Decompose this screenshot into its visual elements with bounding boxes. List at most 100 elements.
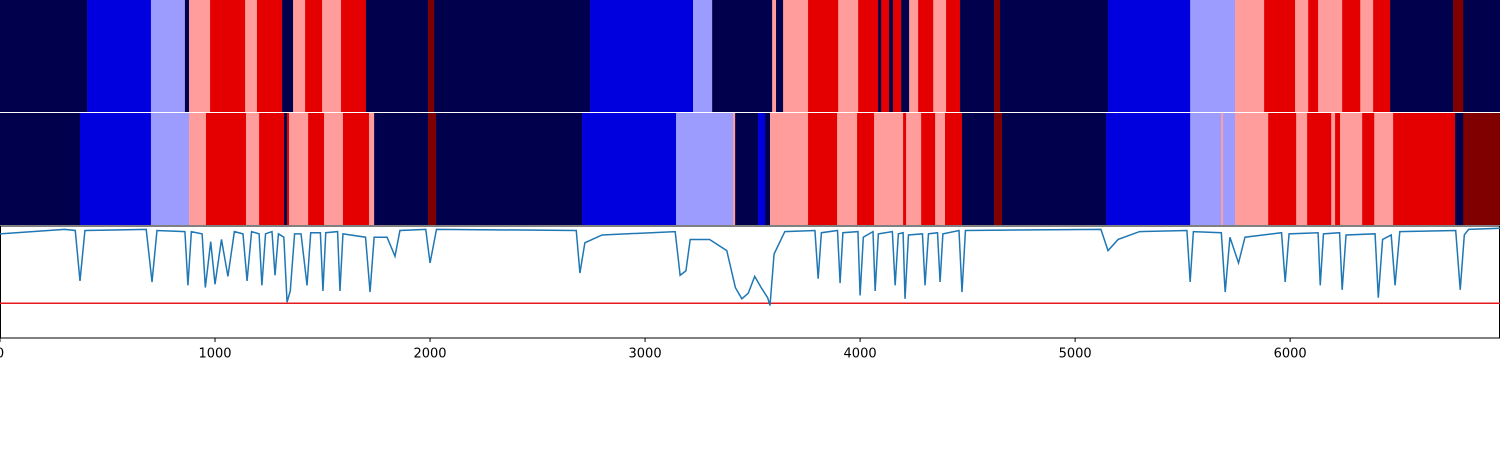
segment: [1221, 113, 1224, 225]
segment: [837, 113, 858, 225]
segment: [436, 113, 583, 225]
segment: [150, 0, 186, 112]
segment: [857, 113, 875, 225]
segment: [1373, 0, 1391, 112]
segment: [994, 0, 1001, 112]
segment: [921, 113, 936, 225]
segment: [772, 0, 777, 112]
segment: [933, 0, 947, 112]
segment: [1296, 113, 1308, 225]
segment: [765, 113, 771, 225]
segment: [245, 113, 260, 225]
segment: [293, 0, 306, 112]
segment: [1340, 113, 1363, 225]
segment: [341, 0, 367, 112]
segment: [374, 113, 429, 225]
segment: [1223, 113, 1236, 225]
segment: [946, 0, 961, 112]
x-tick-label: 4000: [844, 347, 877, 362]
segment: [881, 0, 890, 112]
plot-frame: [0, 225, 1500, 339]
segment: [1268, 113, 1297, 225]
segment: [284, 113, 288, 225]
segment: [676, 113, 734, 225]
segment: [288, 113, 309, 225]
segment: [79, 113, 152, 225]
segment: [838, 0, 859, 112]
segment: [1463, 113, 1500, 225]
segment: [769, 113, 809, 225]
segment: [368, 113, 375, 225]
segment: [906, 113, 922, 225]
segment: [365, 0, 429, 112]
segment: [1235, 0, 1265, 112]
segment: [1342, 0, 1361, 112]
segment: [733, 113, 736, 225]
segment: [1264, 0, 1296, 112]
segment: [582, 113, 677, 225]
segment: [901, 0, 910, 112]
segment: [783, 0, 809, 112]
segment: [1360, 0, 1374, 112]
segment: [735, 113, 759, 225]
segment: [189, 113, 207, 225]
segment: [308, 113, 325, 225]
segment: [757, 113, 766, 225]
segment: [1335, 113, 1341, 225]
segment: [205, 113, 247, 225]
segment: [1307, 113, 1332, 225]
segment: [189, 0, 211, 112]
segment: [1308, 0, 1319, 112]
segment: [903, 113, 907, 225]
segment: [1390, 0, 1454, 112]
segment: [909, 0, 919, 112]
segment: [858, 0, 879, 112]
segment: [287, 113, 290, 225]
x-tick-label: 0: [0, 347, 4, 362]
segment: [434, 0, 591, 112]
segment: [918, 0, 934, 112]
segment: [892, 0, 902, 112]
segment: [1453, 0, 1464, 112]
x-tick-label: 6000: [1274, 347, 1307, 362]
segment: [945, 113, 963, 225]
segment: [0, 0, 88, 112]
segment: [324, 113, 344, 225]
x-tick-label: 5000: [1059, 347, 1092, 362]
segment: [1235, 113, 1269, 225]
segment: [962, 113, 995, 225]
segment: [1106, 113, 1191, 225]
segment: [87, 0, 152, 112]
segment: [1002, 113, 1107, 225]
segment: [1000, 0, 1109, 112]
x-tick-label: 1000: [198, 347, 231, 362]
segment: [0, 113, 81, 225]
x-tick-label: 2000: [413, 347, 446, 362]
segment: [428, 113, 437, 225]
segment: [259, 113, 285, 225]
segment: [808, 113, 838, 225]
segment: [1374, 113, 1394, 225]
segment: [245, 0, 258, 112]
segment: [808, 0, 839, 112]
segment: [935, 113, 946, 225]
segment: [1331, 113, 1336, 225]
segment: [428, 0, 435, 112]
segment: [282, 0, 294, 112]
segment: [1318, 0, 1343, 112]
segment: [960, 0, 995, 112]
segment: [1295, 0, 1309, 112]
segment: [889, 0, 894, 112]
data-line: [0, 227, 1500, 306]
segment: [693, 0, 713, 112]
segment: [1463, 0, 1500, 112]
segment: [305, 0, 323, 112]
segment: [322, 0, 342, 112]
segment: [712, 0, 773, 112]
segment: [184, 0, 190, 112]
segment: [256, 0, 283, 112]
segment: [1455, 113, 1464, 225]
segment: [1190, 0, 1236, 112]
segment: [342, 113, 370, 225]
